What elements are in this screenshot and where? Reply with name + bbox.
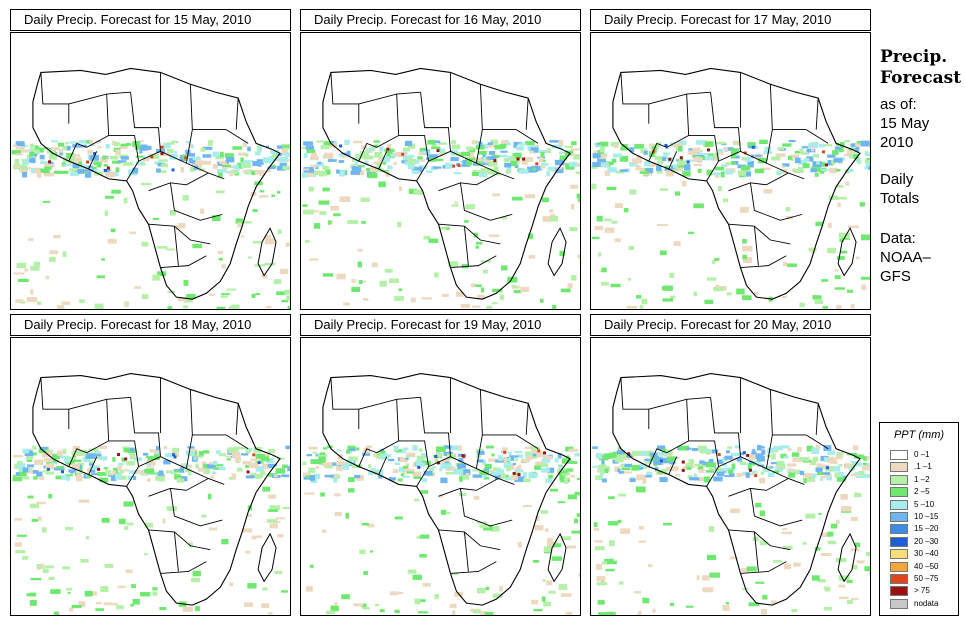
africa-coastline bbox=[322, 373, 571, 606]
legend-label: 40 –50 bbox=[914, 561, 939, 571]
forecast-map-3 bbox=[590, 32, 871, 310]
legend-swatch bbox=[890, 549, 908, 560]
forecast-map-6 bbox=[590, 337, 871, 616]
panel-title-2: Daily Precip. Forecast for 16 May, 2010 bbox=[300, 9, 581, 31]
forecast-map-5 bbox=[300, 337, 581, 616]
data-source-line1: Data: bbox=[880, 230, 916, 247]
legend-swatch bbox=[890, 574, 908, 584]
legend-label: 30 –40 bbox=[914, 549, 939, 559]
madagascar-outline bbox=[837, 532, 857, 583]
panel-title-6: Daily Precip. Forecast for 20 May, 2010 bbox=[590, 314, 871, 336]
panel-title-3: Daily Precip. Forecast for 17 May, 2010 bbox=[590, 9, 871, 31]
legend-label: .1 –1 bbox=[914, 462, 932, 472]
daily-totals-block: Daily Totals bbox=[880, 170, 919, 208]
data-source-block: Data: NOAA– GFS bbox=[880, 229, 931, 286]
forecast-date-line1: 15 May bbox=[880, 115, 930, 132]
legend-title: PPT (mm) bbox=[893, 429, 945, 441]
panel-title-5: Daily Precip. Forecast for 19 May, 2010 bbox=[300, 314, 581, 336]
madagascar-outline bbox=[257, 227, 277, 277]
sidebar-title-line2: Forecast bbox=[880, 68, 962, 88]
legend-swatch bbox=[890, 512, 908, 522]
sidebar-title: Precip. Forecast bbox=[880, 47, 961, 89]
africa-coastline bbox=[32, 373, 281, 606]
africa-coastline bbox=[612, 67, 861, 300]
africa-coastline bbox=[322, 67, 571, 300]
legend-swatch bbox=[890, 474, 908, 485]
asof-label: as of: bbox=[880, 96, 917, 113]
map-svg-4 bbox=[12, 373, 290, 615]
legend-swatch bbox=[890, 462, 908, 473]
madagascar-outline bbox=[547, 227, 567, 277]
precip-legend: PPT (mm) 0 –1 .1 –1 1 –2 2 –5 5 –10 10 –15 15 … bbox=[879, 422, 959, 616]
legend-label: 20 –30 bbox=[914, 536, 939, 546]
asof-block: as of: 15 May 2010 bbox=[880, 95, 929, 152]
map-svg-1 bbox=[11, 67, 290, 309]
africa-coastline bbox=[32, 67, 281, 300]
data-source-line2: NOAA– bbox=[880, 249, 931, 266]
forecast-map-4 bbox=[10, 337, 291, 616]
legend-label: 0 –1 bbox=[914, 450, 930, 459]
africa-coastline bbox=[612, 373, 861, 606]
forecast-map-2 bbox=[300, 32, 581, 310]
legend-swatch bbox=[890, 499, 908, 510]
legend-swatch bbox=[890, 487, 908, 498]
forecast-map-1 bbox=[10, 32, 291, 310]
legend-swatch bbox=[890, 450, 908, 460]
legend-swatch bbox=[890, 524, 908, 535]
legend-label: > 75 bbox=[914, 586, 930, 596]
legend-swatch bbox=[890, 586, 908, 597]
legend-label: nodata bbox=[914, 598, 939, 608]
map-svg-2 bbox=[301, 67, 580, 309]
daily-line1: Daily bbox=[880, 171, 914, 188]
legend-label: 15 –20 bbox=[914, 524, 939, 534]
madagascar-outline bbox=[547, 532, 567, 583]
panel-title-1: Daily Precip. Forecast for 15 May, 2010 bbox=[10, 9, 291, 31]
map-svg-6 bbox=[592, 373, 870, 615]
legend-label: 1 –2 bbox=[914, 474, 930, 484]
legend-swatch bbox=[890, 561, 908, 572]
panel-title-4: Daily Precip. Forecast for 18 May, 2010 bbox=[10, 314, 291, 336]
legend-label: 5 –10 bbox=[914, 499, 935, 509]
data-source-line3: GFS bbox=[880, 268, 911, 285]
map-svg-3 bbox=[591, 67, 870, 309]
madagascar-outline bbox=[257, 532, 277, 583]
sidebar-title-line1: Precip. bbox=[880, 47, 948, 67]
map-svg-5 bbox=[302, 373, 580, 615]
legend-label: 10 –15 bbox=[914, 512, 939, 521]
madagascar-outline bbox=[837, 227, 857, 277]
legend-swatch bbox=[890, 536, 908, 547]
legend-label: 2 –5 bbox=[914, 487, 930, 497]
forecast-date-line2: 2010 bbox=[880, 134, 914, 151]
legend-swatch bbox=[890, 598, 908, 609]
legend-label: 50 –75 bbox=[914, 574, 939, 583]
daily-line2: Totals bbox=[880, 190, 920, 207]
